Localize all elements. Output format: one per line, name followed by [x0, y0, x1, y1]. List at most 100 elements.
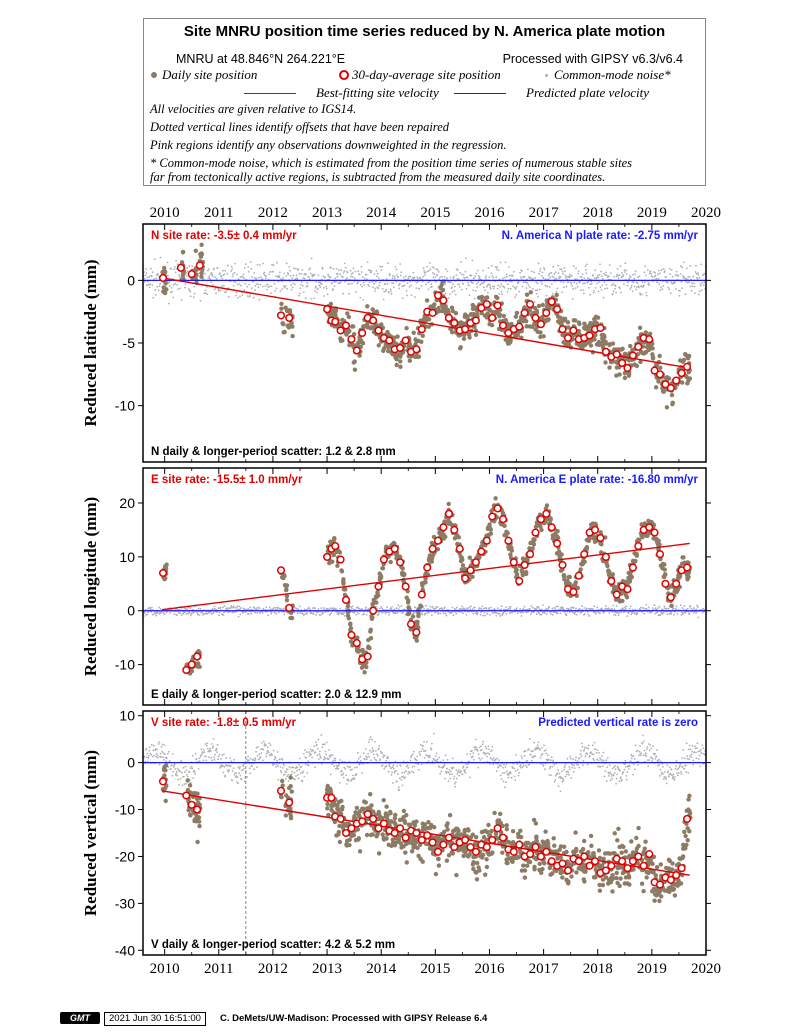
common-mode-point	[205, 744, 208, 747]
common-mode-point	[176, 614, 179, 616]
common-mode-point	[670, 269, 673, 271]
common-mode-point	[483, 607, 485, 610]
daily-point	[622, 371, 628, 376]
daily-point	[628, 343, 633, 349]
common-mode-point	[592, 274, 595, 276]
daily-point	[617, 372, 622, 377]
common-mode-point	[168, 285, 171, 287]
common-mode-point	[282, 285, 285, 288]
common-mode-point	[583, 292, 585, 295]
common-mode-point	[332, 288, 334, 290]
common-mode-point	[340, 613, 343, 615]
common-mode-point	[506, 291, 509, 293]
common-mode-point	[688, 613, 691, 615]
daily-point	[424, 298, 430, 303]
common-mode-point	[624, 608, 627, 610]
daily-point	[423, 576, 428, 581]
common-mode-point	[211, 759, 214, 762]
common-mode-point	[568, 611, 571, 613]
daily-point	[416, 338, 421, 344]
common-mode-point	[675, 605, 678, 608]
common-mode-point	[495, 612, 498, 614]
common-mode-point	[173, 266, 176, 268]
common-mode-point	[629, 605, 632, 608]
common-mode-point	[584, 613, 586, 615]
common-mode-point	[213, 288, 216, 291]
common-mode-point	[541, 271, 544, 274]
common-mode-point	[449, 293, 451, 295]
common-mode-point	[187, 606, 190, 609]
common-mode-point	[593, 605, 596, 608]
daily-point	[199, 270, 204, 276]
common-mode-point	[590, 282, 593, 285]
north-avg-point	[385, 336, 394, 345]
common-mode-point	[204, 743, 207, 745]
daily-point	[565, 320, 571, 325]
common-mode-point	[342, 612, 345, 615]
common-mode-point	[377, 613, 380, 616]
common-mode-point	[604, 287, 606, 290]
common-mode-point	[232, 606, 235, 609]
common-mode-point	[230, 605, 233, 607]
daily-point	[508, 338, 513, 343]
common-mode-point	[622, 607, 624, 609]
common-mode-point	[311, 275, 314, 278]
daily-point	[404, 595, 409, 600]
common-mode-point	[185, 608, 187, 610]
common-mode-point	[354, 277, 356, 280]
daily-point	[479, 310, 484, 316]
common-mode-point	[561, 291, 563, 294]
common-mode-point	[302, 614, 305, 616]
common-mode-point	[573, 281, 576, 284]
common-mode-point	[638, 286, 640, 289]
common-mode-point	[484, 614, 486, 617]
common-mode-point	[659, 614, 662, 617]
common-mode-point	[256, 607, 258, 609]
daily-point	[637, 325, 643, 330]
x-tick-label-top: 2016	[474, 205, 505, 221]
common-mode-point	[678, 294, 681, 297]
common-mode-point	[645, 294, 648, 297]
common-mode-point	[646, 269, 649, 271]
common-mode-point	[338, 269, 340, 272]
common-mode-point	[150, 753, 153, 756]
common-mode-point	[489, 284, 491, 287]
common-mode-point	[575, 607, 577, 610]
daily-point	[503, 533, 509, 538]
common-mode-point	[424, 271, 427, 274]
common-mode-point	[615, 275, 618, 278]
daily-point	[458, 345, 463, 350]
common-mode-point	[210, 613, 213, 615]
common-mode-point	[273, 763, 275, 765]
common-mode-point	[645, 603, 648, 606]
common-mode-point	[335, 280, 337, 283]
daily-point	[450, 330, 455, 335]
common-mode-point	[441, 608, 444, 611]
daily-point	[368, 627, 373, 632]
common-mode-point	[615, 291, 617, 294]
common-mode-point	[212, 611, 215, 614]
common-mode-point	[580, 289, 582, 291]
common-mode-point	[500, 608, 502, 611]
common-mode-point	[515, 293, 518, 296]
common-mode-point	[242, 275, 244, 278]
common-mode-point	[375, 280, 377, 283]
common-mode-point	[249, 772, 252, 775]
common-mode-point	[220, 757, 222, 760]
common-mode-point	[171, 774, 174, 777]
common-mode-point	[174, 282, 177, 285]
common-mode-point	[153, 754, 156, 757]
common-mode-point	[698, 276, 701, 279]
common-mode-point	[342, 272, 345, 274]
x-tick-label-top: 2010	[150, 205, 180, 221]
common-mode-point	[146, 276, 149, 279]
common-mode-point	[278, 274, 280, 277]
common-mode-point	[199, 299, 202, 302]
common-mode-point	[624, 271, 626, 273]
common-mode-point	[495, 268, 498, 271]
north-avg-point	[553, 305, 562, 314]
common-mode-point	[514, 296, 517, 299]
east-avg-point	[374, 582, 383, 591]
north-avg-point	[401, 336, 410, 345]
common-mode-point	[322, 286, 325, 289]
